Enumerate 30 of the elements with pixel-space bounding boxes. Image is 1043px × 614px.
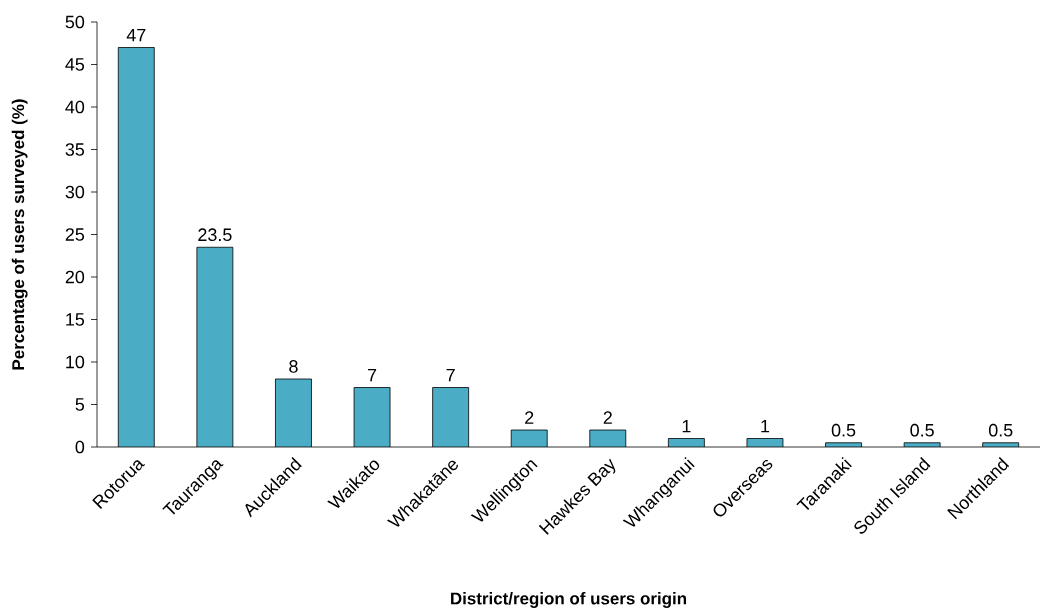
y-tick-label: 20 xyxy=(65,270,85,284)
data-label: 0.5 xyxy=(831,423,856,437)
data-label: 8 xyxy=(289,360,298,373)
y-tick-label: 5 xyxy=(75,398,85,411)
y-tick-label: 40 xyxy=(65,100,85,114)
data-label: 1 xyxy=(682,420,691,433)
bar xyxy=(432,387,469,448)
data-label: 23.5 xyxy=(198,228,232,242)
data-label: 2 xyxy=(603,411,612,424)
data-label: 0.5 xyxy=(910,423,934,437)
y-tick-label: 45 xyxy=(65,58,85,71)
y-tick-label: 35 xyxy=(65,143,85,156)
y-tick-label: 0 xyxy=(75,440,85,454)
data-label: 0.5 xyxy=(988,423,1013,437)
bar xyxy=(118,47,155,448)
data-label: 7 xyxy=(367,369,377,382)
x-axis-title: District/region of users origin xyxy=(451,592,687,608)
bar xyxy=(275,379,312,448)
y-tick-label: 25 xyxy=(65,228,85,241)
y-tick-label: 50 xyxy=(65,15,85,29)
bar xyxy=(196,247,233,448)
data-label: 7 xyxy=(446,369,455,382)
data-label: 1 xyxy=(761,420,770,433)
y-tick-label: 15 xyxy=(66,313,85,326)
bar xyxy=(354,387,391,448)
y-axis-title: Percentage of users surveyed (%) xyxy=(11,99,28,370)
y-tick-label: 10 xyxy=(66,355,85,369)
y-tick-label: 30 xyxy=(65,185,85,199)
data-label: 47 xyxy=(126,29,146,42)
data-label: 2 xyxy=(525,411,534,424)
